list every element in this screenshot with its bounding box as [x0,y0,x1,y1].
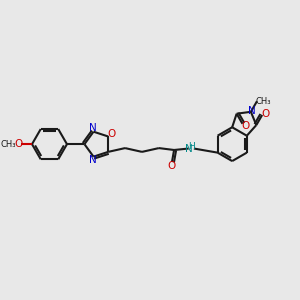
Text: CH₃: CH₃ [1,140,16,149]
Text: O: O [167,160,176,170]
Text: CH₃: CH₃ [256,97,271,106]
Text: O: O [107,129,116,139]
Text: O: O [262,109,270,118]
Text: N: N [89,155,97,165]
Text: N: N [89,123,97,133]
Text: N: N [185,144,193,154]
Text: O: O [14,139,23,149]
Text: H: H [188,142,195,151]
Text: O: O [242,121,250,131]
Text: N: N [248,106,256,116]
